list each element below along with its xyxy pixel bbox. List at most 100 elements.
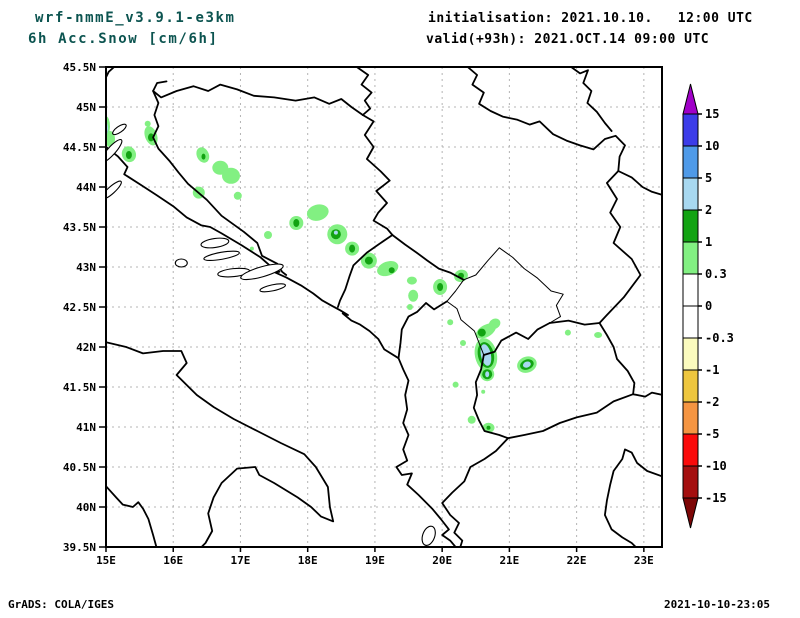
border-croatia-albania-coast	[106, 146, 457, 547]
lat-tick-label: 44N	[76, 181, 96, 194]
lat-tick-label: 40N	[76, 501, 96, 514]
lon-tick-label: 16E	[163, 554, 183, 567]
colorbar-tick-label: 10	[705, 139, 719, 153]
lon-tick-label: 23E	[634, 554, 654, 567]
snow-patch-cyan	[485, 371, 490, 378]
snow-patch-light	[460, 340, 466, 346]
border-italy-adriatic-coast	[106, 341, 335, 547]
border-albania-greece	[441, 437, 509, 547]
lat-tick-label: 39.5N	[63, 541, 96, 554]
snow-patch-light	[377, 261, 399, 277]
snow-patch-light	[447, 319, 454, 326]
border-macedonia-greece	[507, 393, 634, 440]
colorbar-segment	[682, 273, 699, 307]
lon-tick-label: 17E	[231, 554, 251, 567]
snow-patch-light	[233, 191, 242, 200]
snow-patch-light	[564, 329, 571, 336]
snow-patch-light	[481, 389, 486, 394]
border-kosovo-west	[446, 300, 485, 356]
island-peljesac	[240, 263, 284, 281]
border-bosnia-serbia-drina	[361, 114, 394, 236]
island-corfu	[421, 525, 436, 546]
border-montenegro-kosovo	[446, 279, 465, 302]
snow-patch-light	[264, 231, 272, 239]
lat-tick-label: 42N	[76, 341, 96, 354]
colorbar-tick-label: -1	[705, 363, 719, 377]
lat-tick-label: 41.5N	[63, 381, 96, 394]
colorbar-tick-label: -0.3	[705, 331, 734, 345]
lat-tick-label: 42.5N	[63, 301, 96, 314]
lon-tick-label: 18E	[298, 554, 318, 567]
lon-tick-label: 22E	[567, 554, 587, 567]
lon-tick-label: 21E	[499, 554, 519, 567]
island-rab	[112, 123, 127, 136]
colorbar-segment	[682, 465, 699, 499]
border-romania-bulgaria-danube	[617, 170, 662, 196]
border-bosnia-montenegro	[336, 234, 394, 308]
snow-patch-dark	[477, 328, 486, 337]
border-croatia-bosnia-north	[152, 80, 364, 116]
colorbar-tick-label: -15	[705, 491, 727, 505]
colorbar-arrow-top	[682, 83, 699, 115]
colorbar: 15 10 5 2 1 0.3 0 -0.3 -1 -2 -5 -10 -15	[682, 83, 734, 529]
snow-patch-dark	[148, 133, 154, 142]
snow-patch-light	[144, 120, 151, 127]
grads-credit: GrADS: COLA/IGES	[8, 598, 114, 611]
colorbar-segment	[682, 337, 699, 371]
lat-tick-label: 45.5N	[63, 61, 96, 74]
colorbar-segment	[682, 209, 699, 243]
snow-patch-light	[222, 167, 240, 184]
island-mljet	[259, 283, 286, 293]
lat-tick-label: 40.5N	[63, 461, 96, 474]
colorbar-tick-label: 2	[705, 203, 712, 217]
snow-patch-cyan	[333, 230, 338, 235]
island-hvar	[203, 250, 240, 262]
snow-patch-dark	[364, 256, 373, 265]
colorbar-tick-label: 5	[705, 171, 712, 185]
snow-patch-light	[594, 332, 603, 338]
lat-tick-label: 45N	[76, 101, 96, 114]
map-area: 45.5N 45N 44.5N 44N 43.5N 43N 42.5N 42N 41.5N 41N…	[63, 61, 663, 567]
snow-patch-light	[488, 318, 501, 330]
border-bosnia-west	[152, 90, 288, 276]
island-vis	[174, 258, 188, 268]
snow-patch-light	[452, 381, 459, 388]
colorbar-tick-label: 0.3	[705, 267, 727, 281]
island-dugi-otok	[106, 180, 122, 200]
colorbar-tick-label: -10	[705, 459, 727, 473]
border-romania-inner	[570, 67, 613, 132]
colorbar-arrow-bottom	[682, 497, 699, 529]
colorbar-tick-label: 1	[705, 235, 712, 249]
lon-tick-label: 19E	[365, 554, 385, 567]
snow-patch-dark	[388, 267, 395, 274]
border-macedonia-bulgaria	[598, 322, 636, 396]
colorbar-segment	[682, 177, 699, 211]
border-kosovo-macedonia	[482, 322, 551, 356]
init-time-label: initialisation: 2021.10.10. 12:00 UTC	[428, 11, 753, 26]
snow-patch-dark	[293, 219, 300, 227]
snow-patch-dark	[201, 153, 206, 160]
snow-patch-dark	[486, 425, 491, 430]
border-macedonia-albania	[472, 354, 509, 440]
border-serbia-bulgaria	[598, 170, 642, 324]
snow-patch-light	[406, 276, 417, 285]
valid-time-label: valid(+93h): 2021.OCT.14 09:00 UTC	[426, 32, 709, 47]
border-croatia-serbia-danube	[355, 67, 373, 116]
snow-patch-light	[249, 246, 254, 251]
colorbar-segment	[682, 145, 699, 179]
border-serbia-romania	[466, 67, 626, 172]
colorbar-tick-label: -2	[705, 395, 719, 409]
border-kosovo-northeast	[463, 247, 564, 324]
creation-timestamp: 2021-10-10-23:05	[664, 598, 770, 611]
snow-patch-light	[467, 415, 476, 424]
colorbar-tick-label: 15	[705, 107, 719, 121]
colorbar-segment	[682, 305, 699, 339]
border-istria-coast	[106, 67, 115, 79]
snow-patch-light	[406, 304, 413, 310]
lat-tick-label: 43.5N	[63, 221, 96, 234]
border-serbia-macedonia	[548, 319, 601, 326]
colorbar-segment	[682, 113, 699, 147]
lat-tick-label: 44.5N	[63, 141, 96, 154]
snow-patch-dark	[125, 151, 132, 159]
